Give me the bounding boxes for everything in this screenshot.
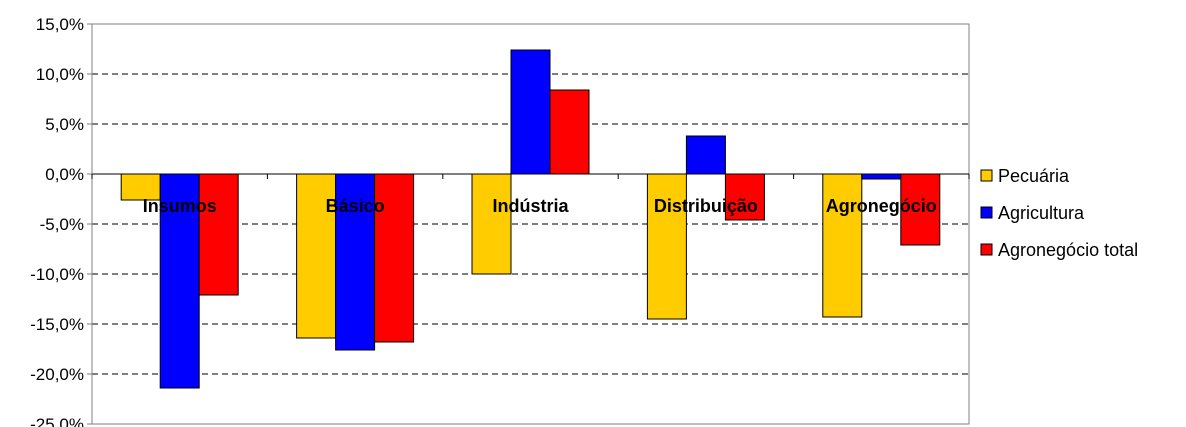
y-tick-label: -5,0% [40, 215, 84, 234]
category-label: Distribuição [654, 196, 758, 216]
category-label: Básico [326, 196, 385, 216]
bar [335, 173, 376, 351]
y-tick-label: -10,0% [30, 265, 84, 284]
y-tick-label: 10,0% [36, 65, 84, 84]
y-axis-ticks: 15,0% 10,0% 5,0% 0,0% -5,0% -10,0% -15,0% -20,0… [30, 15, 93, 427]
bar [549, 89, 590, 175]
y-tick-label: -20,0% [30, 365, 84, 384]
y-tick-label: 15,0% [36, 15, 84, 34]
bar [861, 173, 902, 180]
bar [822, 173, 863, 318]
legend-swatch [980, 206, 993, 219]
legend: Pecuária Agricultura Agronegócio total [980, 166, 1138, 260]
category-label: Insumos [143, 196, 217, 216]
category-label: Agronegócio [826, 196, 937, 216]
legend-label: Agricultura [998, 203, 1085, 223]
bar [374, 173, 415, 343]
bar [900, 173, 941, 246]
bar [646, 173, 687, 320]
legend-label: Agronegócio total [998, 240, 1138, 260]
category-label: Indústria [492, 196, 569, 216]
bar [471, 173, 512, 275]
legend-swatch [980, 169, 993, 182]
y-tick-label: -25,0% [30, 415, 84, 427]
category-labels: Insumos Básico Indústria Distribuição Agrone… [91, 174, 970, 216]
bars [120, 49, 941, 389]
bar [198, 173, 239, 296]
bar [510, 49, 551, 175]
y-tick-label: 5,0% [45, 115, 84, 134]
legend-label: Pecuária [998, 166, 1070, 186]
bar [685, 135, 726, 175]
y-tick-label: -15,0% [30, 315, 84, 334]
bar [724, 173, 765, 221]
legend-swatch [980, 243, 993, 256]
y-tick-label: 0,0% [45, 165, 84, 184]
